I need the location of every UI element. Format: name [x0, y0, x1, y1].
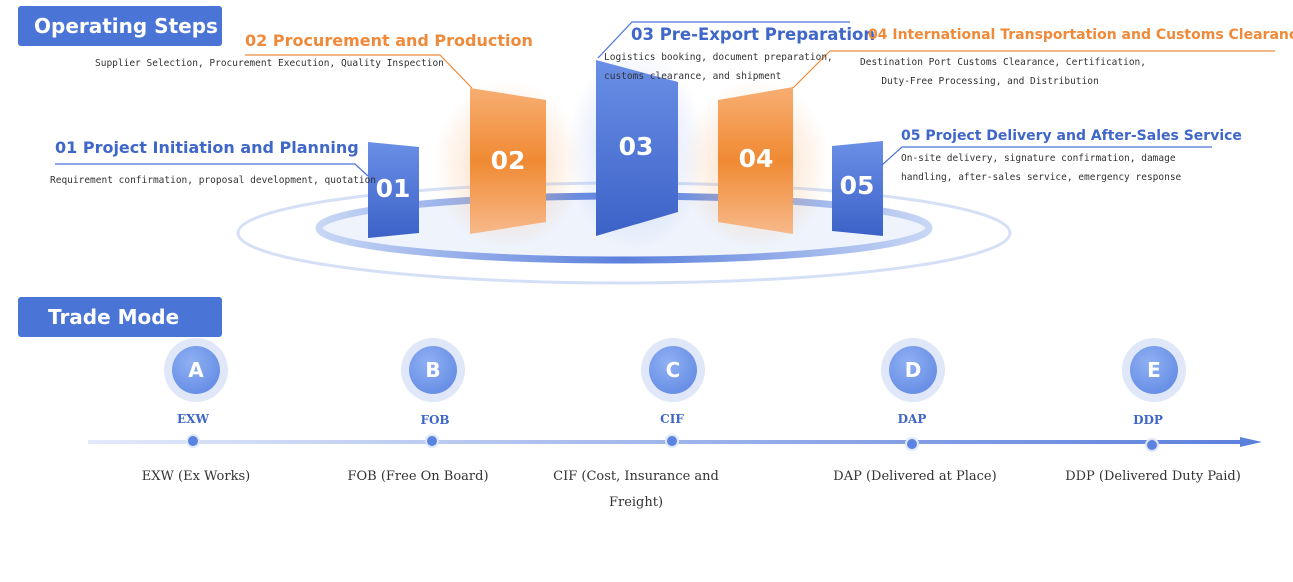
trade-node-b: B — [401, 338, 465, 402]
step-number-04: 04 — [739, 144, 774, 173]
step-title-01: 01 Project Initiation and Planning — [55, 138, 359, 157]
operating-steps-diagram: 01 02 03 04 05 — [55, 21, 1275, 285]
trade-desc-ddp: DDP (Delivered Duty Paid) — [1065, 469, 1241, 484]
step-number-05: 05 — [840, 171, 875, 200]
leader-line-01 — [55, 163, 369, 177]
step-title-05: 05 Project Delivery and After-Sales Serv… — [901, 128, 1242, 144]
step-desc-04: Destination Port Customs Clearance, Cert… — [860, 57, 1146, 87]
trade-node-e: E — [1122, 338, 1186, 402]
timeline-dot-d — [905, 437, 919, 451]
trade-node-a: A — [164, 338, 228, 402]
leader-line-05 — [881, 146, 1212, 166]
step-number-03: 03 — [619, 132, 654, 161]
trade-desc-exw: EXW (Ex Works) — [141, 469, 251, 484]
leader-line-02 — [245, 54, 473, 89]
step-desc-01: Requirement confirmation, proposal devel… — [50, 175, 377, 186]
step-desc-05: On-site delivery, signature confirmation… — [901, 153, 1182, 183]
step-panel-04 — [718, 87, 793, 234]
step-panel-02 — [470, 88, 546, 234]
step-desc-03: Logistics booking, document preparation,… — [604, 52, 833, 82]
step-panel-01 — [368, 142, 419, 238]
step-title-03: 03 Pre-Export Preparation — [631, 25, 876, 44]
timeline-dot-b — [425, 434, 439, 448]
step-panel-03 — [596, 60, 678, 236]
leader-line-03 — [597, 21, 850, 59]
step-number-01: 01 — [376, 174, 411, 203]
trade-desc-dap: DAP (Delivered at Place) — [833, 469, 997, 484]
trade-code-fob: FOB — [420, 413, 450, 427]
timeline-dot-a — [186, 434, 200, 448]
trade-code-dap: DAP — [897, 412, 927, 426]
timeline-dot-c — [665, 434, 679, 448]
step-desc-02: Supplier Selection, Procurement Executio… — [95, 58, 444, 69]
step-title-04: 04 International Transportation and Cust… — [868, 27, 1293, 43]
trade-code-exw: EXW — [177, 412, 209, 426]
step-panel-05 — [832, 141, 883, 236]
trade-node-c: C — [641, 338, 705, 402]
trade-code-cif: CIF — [660, 412, 684, 426]
trade-mode-heading: Trade Mode — [18, 297, 222, 337]
step-title-02: 02 Procurement and Production — [245, 31, 533, 50]
leader-line-04 — [792, 50, 1275, 89]
trade-code-ddp: DDP — [1133, 413, 1163, 427]
timeline-dot-e — [1145, 438, 1159, 452]
step-number-02: 02 — [491, 146, 526, 175]
trade-desc-fob: FOB (Free On Board) — [347, 469, 489, 484]
trade-desc-cif: CIF (Cost, Insurance and Freight) — [553, 469, 719, 510]
trade-mode-timeline — [88, 434, 1262, 452]
trade-node-d: D — [881, 338, 945, 402]
operating-steps-heading: Operating Steps — [18, 6, 222, 46]
